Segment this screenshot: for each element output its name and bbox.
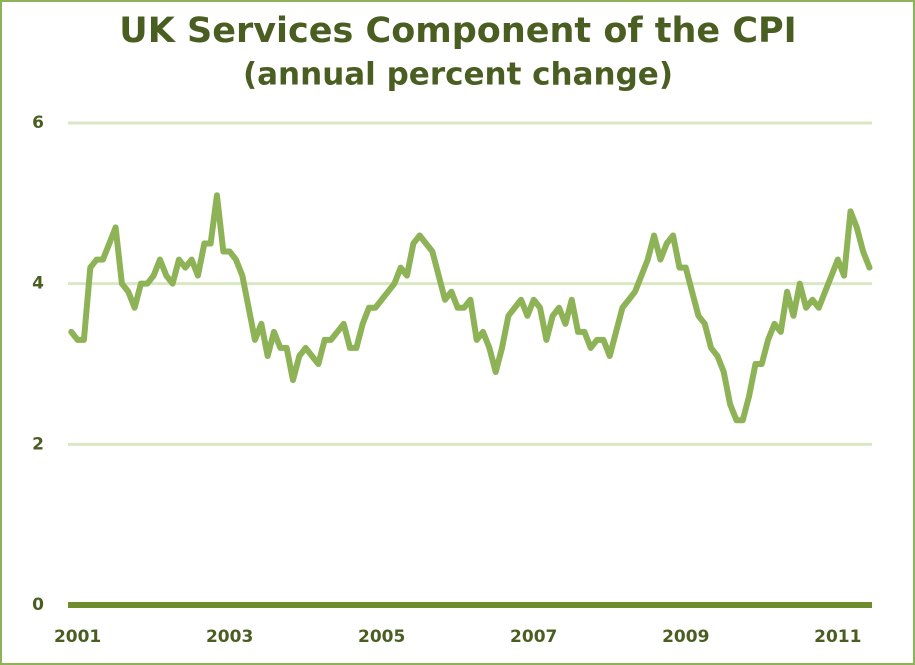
x-tick-label: 2009 <box>662 627 709 647</box>
y-tick-label: 2 <box>32 434 44 454</box>
x-tick-label: 2011 <box>814 627 861 647</box>
y-tick-label: 6 <box>32 113 44 133</box>
chart-title: UK Services Component of the CPI <box>119 11 796 51</box>
x-tick-label: 2007 <box>510 627 557 647</box>
x-tick-label: 2003 <box>206 627 253 647</box>
data-line <box>68 192 873 424</box>
chart-subtitle: (annual percent change) <box>243 57 673 93</box>
y-tick-label: 0 <box>32 595 44 615</box>
x-tick-label: 2005 <box>358 627 405 647</box>
x-tick-label: 2001 <box>54 627 101 647</box>
y-tick-label: 4 <box>32 274 44 294</box>
